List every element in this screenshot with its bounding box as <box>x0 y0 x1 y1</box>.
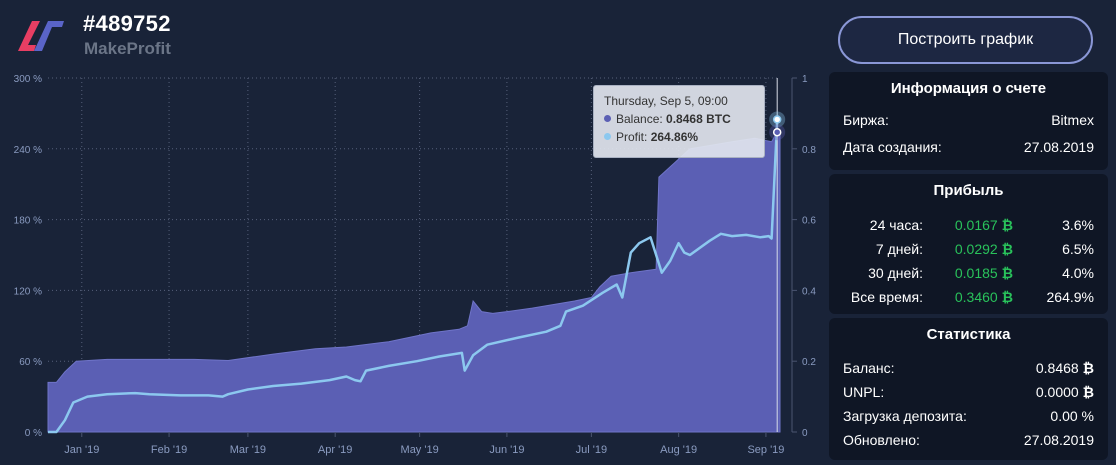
created-row: Дата создания: 27.08.2019 <box>843 139 1094 155</box>
profit-line <box>48 119 779 434</box>
build-chart-button[interactable]: Построить график <box>838 16 1093 64</box>
profit-row-label: 30 дней: <box>868 265 923 281</box>
y-tick-label: 300 % <box>14 74 42 85</box>
y-tick-label: 60 % <box>19 357 42 368</box>
bitcoin-icon: ₿ <box>1001 217 1013 233</box>
balance-marker <box>772 127 782 137</box>
profit-row-btc: 0.0185 <box>954 265 998 281</box>
tooltip-profit-label: Profit: <box>616 130 648 144</box>
hover-crosshair <box>769 78 786 432</box>
profit-line-path <box>48 119 779 434</box>
profit-row-pct: 4.0% <box>1062 265 1094 281</box>
y-right-tick-label: 0 <box>802 428 808 439</box>
stat-value: 0.00 % <box>1050 408 1094 424</box>
profit-row-btc: 0.0167 <box>954 217 998 233</box>
logo-right-stroke <box>34 21 64 51</box>
y-right-tick-label: 0.8 <box>802 145 816 156</box>
stat-label: Загрузка депозита: <box>843 408 967 424</box>
tooltip-profit: Profit: 264.86% <box>604 128 754 146</box>
profit-dot-icon <box>604 133 611 140</box>
y-tick-label: 180 % <box>14 216 42 227</box>
profit-marker <box>772 115 782 124</box>
y-axis-right-labels: 0 0.2 0.4 0.6 0.8 1 <box>792 74 816 439</box>
balance-dot-icon <box>604 115 611 122</box>
x-axis-labels: Jan '19 Feb '19 Mar '19 Apr '19 May '19 Jun '… <box>64 432 784 456</box>
stat-row: Обновлено: 27.08.2019 <box>843 432 1094 448</box>
profit-row-label: 7 дней: <box>875 241 923 257</box>
balance-profit-chart[interactable]: 0 % 60 % 120 % 180 % 240 % 300 % 0 0.2 0.4 0.6 0.… <box>0 68 826 465</box>
x-tick-label: Sep '19 <box>747 444 784 456</box>
x-tick-label: Jan '19 <box>64 444 99 456</box>
profit-row-btc: 0.0292 <box>954 241 998 257</box>
x-tick-label: Jun '19 <box>489 444 524 456</box>
bitcoin-icon: ₿ <box>1001 241 1013 257</box>
bitcoin-icon: ₿ <box>1082 360 1094 376</box>
stat-value: 0.8468 <box>1035 360 1079 376</box>
stats-title: Статистика <box>926 326 1011 343</box>
y-right-tick-label: 1 <box>802 74 808 85</box>
stat-row: UNPL: 0.0000 ₿ <box>843 384 1094 400</box>
x-tick-label: Mar '19 <box>230 444 266 456</box>
x-tick-label: Jul '19 <box>576 444 607 456</box>
x-tick-label: Aug '19 <box>660 444 697 456</box>
stat-label: Обновлено: <box>843 432 920 448</box>
profit-title: Прибыль <box>933 182 1004 199</box>
tooltip-date: Thursday, Sep 5, 09:00 <box>604 94 728 108</box>
exchange-value: Bitmex <box>1051 112 1094 128</box>
y-tick-label: 240 % <box>14 145 42 156</box>
profit-row-pct: 264.9% <box>1046 289 1094 305</box>
profit-panel: Прибыль 24 часа: 0.0167 ₿ 3.6% 7 дней: 0… <box>829 174 1108 314</box>
stats-panel: Статистика Баланс: 0.8468 ₿ UNPL: 0.0000… <box>829 318 1108 460</box>
profit-row-pct: 6.5% <box>1062 241 1094 257</box>
x-tick-label: May '19 <box>401 444 439 456</box>
y-tick-label: 120 % <box>14 286 42 297</box>
y-right-tick-label: 0.6 <box>802 216 816 227</box>
exchange-row: Биржа: Bitmex <box>843 112 1094 128</box>
stat-row: Баланс: 0.8468 ₿ <box>843 360 1094 376</box>
balance-area <box>47 130 781 433</box>
y-right-tick-label: 0.4 <box>802 286 816 297</box>
account-info-panel: Информация о счете Биржа: Bitmex Дата со… <box>829 72 1108 170</box>
y-right-tick-label: 0.2 <box>802 357 816 368</box>
profit-row-pct: 3.6% <box>1062 217 1094 233</box>
profit-row-label: Все время: <box>850 289 923 305</box>
created-value: 27.08.2019 <box>1023 139 1094 155</box>
profit-row-label: 24 часа: <box>869 217 923 233</box>
makeprofit-logo <box>18 21 64 51</box>
stat-value: 27.08.2019 <box>1023 432 1094 448</box>
bitcoin-icon: ₿ <box>1001 289 1013 305</box>
y-axis-left-labels: 0 % 60 % 120 % 180 % 240 % 300 % <box>14 74 42 439</box>
bitcoin-icon: ₿ <box>1082 384 1094 400</box>
stat-value: 0.0000 <box>1035 384 1079 400</box>
profit-row-btc: 0.3460 <box>954 289 998 305</box>
y-tick-label: 0 % <box>25 428 42 439</box>
tooltip-profit-value: 264.86% <box>650 130 699 144</box>
stat-row: Загрузка депозита: 0.00 % <box>843 408 1094 424</box>
tooltip-balance-value: 0.8468 BTC <box>666 112 731 126</box>
bitcoin-icon: ₿ <box>1001 265 1013 281</box>
x-tick-label: Apr '19 <box>318 444 353 456</box>
logo-left-stroke <box>18 21 40 51</box>
stat-label: UNPL: <box>843 384 885 400</box>
account-name: MakeProfit <box>84 39 171 58</box>
tooltip-balance: Balance: 0.8468 BTC <box>604 110 754 128</box>
stat-label: Баланс: <box>843 360 895 376</box>
balance-area-shape <box>47 130 781 433</box>
chart-tooltip: Thursday, Sep 5, 09:00 Balance: 0.8468 B… <box>593 85 765 158</box>
exchange-label: Биржа: <box>843 112 889 128</box>
tooltip-balance-label: Balance: <box>616 112 663 126</box>
x-tick-label: Feb '19 <box>151 444 187 456</box>
account-info-title: Информация о счете <box>890 80 1047 97</box>
account-id: #489752 <box>83 11 171 36</box>
created-label: Дата создания: <box>843 139 942 155</box>
